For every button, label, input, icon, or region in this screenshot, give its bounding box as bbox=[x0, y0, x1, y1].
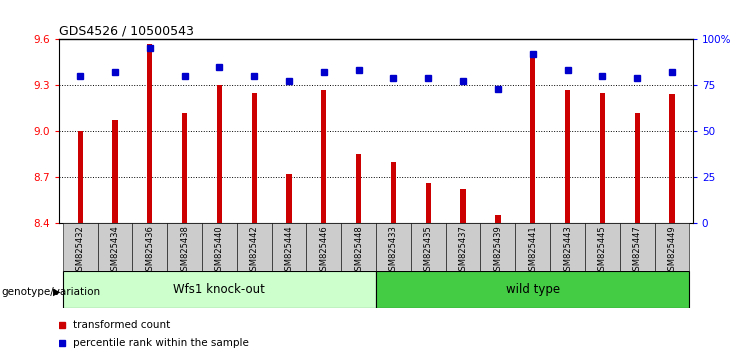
Text: GSM825438: GSM825438 bbox=[180, 225, 189, 276]
Text: GSM825433: GSM825433 bbox=[389, 225, 398, 276]
Text: GSM825436: GSM825436 bbox=[145, 225, 154, 276]
Bar bbox=[202, 223, 237, 271]
Bar bbox=[654, 223, 689, 271]
Text: transformed count: transformed count bbox=[73, 320, 170, 330]
Bar bbox=[425, 183, 431, 223]
Bar bbox=[182, 113, 187, 223]
Text: GSM825443: GSM825443 bbox=[563, 225, 572, 276]
Bar bbox=[78, 131, 83, 223]
Text: GSM825445: GSM825445 bbox=[598, 225, 607, 276]
Text: Wfs1 knock-out: Wfs1 knock-out bbox=[173, 283, 265, 296]
Text: GDS4526 / 10500543: GDS4526 / 10500543 bbox=[59, 25, 194, 38]
Text: GSM825439: GSM825439 bbox=[494, 225, 502, 276]
Bar bbox=[133, 223, 167, 271]
Bar bbox=[307, 223, 342, 271]
Bar bbox=[322, 90, 327, 223]
Bar bbox=[669, 94, 674, 223]
Bar bbox=[167, 223, 202, 271]
Text: GSM825434: GSM825434 bbox=[110, 225, 119, 276]
Bar bbox=[495, 215, 500, 223]
Bar bbox=[98, 223, 133, 271]
Text: percentile rank within the sample: percentile rank within the sample bbox=[73, 338, 249, 348]
Bar bbox=[63, 223, 98, 271]
Bar bbox=[272, 223, 307, 271]
Bar bbox=[237, 223, 272, 271]
Bar bbox=[515, 223, 550, 271]
Text: genotype/variation: genotype/variation bbox=[1, 287, 101, 297]
Text: GSM825449: GSM825449 bbox=[668, 225, 677, 276]
Bar bbox=[376, 223, 411, 271]
Bar bbox=[634, 113, 639, 223]
Bar bbox=[411, 223, 445, 271]
Bar bbox=[217, 85, 222, 223]
Bar bbox=[445, 223, 480, 271]
Bar bbox=[376, 271, 689, 308]
Bar bbox=[599, 93, 605, 223]
Text: ▶: ▶ bbox=[53, 287, 61, 297]
Bar bbox=[565, 90, 570, 223]
Text: wild type: wild type bbox=[505, 283, 559, 296]
Bar bbox=[287, 174, 292, 223]
Bar bbox=[356, 154, 362, 223]
Bar bbox=[550, 223, 585, 271]
Text: GSM825447: GSM825447 bbox=[633, 225, 642, 276]
Text: GSM825441: GSM825441 bbox=[528, 225, 537, 276]
Text: GSM825448: GSM825448 bbox=[354, 225, 363, 276]
Bar bbox=[391, 162, 396, 223]
Text: GSM825432: GSM825432 bbox=[76, 225, 84, 276]
Text: GSM825435: GSM825435 bbox=[424, 225, 433, 276]
Text: GSM825437: GSM825437 bbox=[459, 225, 468, 276]
Bar bbox=[460, 189, 465, 223]
Text: GSM825444: GSM825444 bbox=[285, 225, 293, 276]
Bar bbox=[585, 223, 619, 271]
Bar bbox=[480, 223, 515, 271]
Bar bbox=[63, 271, 376, 308]
Text: GSM825440: GSM825440 bbox=[215, 225, 224, 276]
Bar bbox=[342, 223, 376, 271]
Bar bbox=[147, 44, 153, 223]
Text: GSM825446: GSM825446 bbox=[319, 225, 328, 276]
Bar bbox=[113, 120, 118, 223]
Bar bbox=[619, 223, 654, 271]
Bar bbox=[530, 54, 535, 223]
Text: GSM825442: GSM825442 bbox=[250, 225, 259, 276]
Bar bbox=[252, 93, 257, 223]
